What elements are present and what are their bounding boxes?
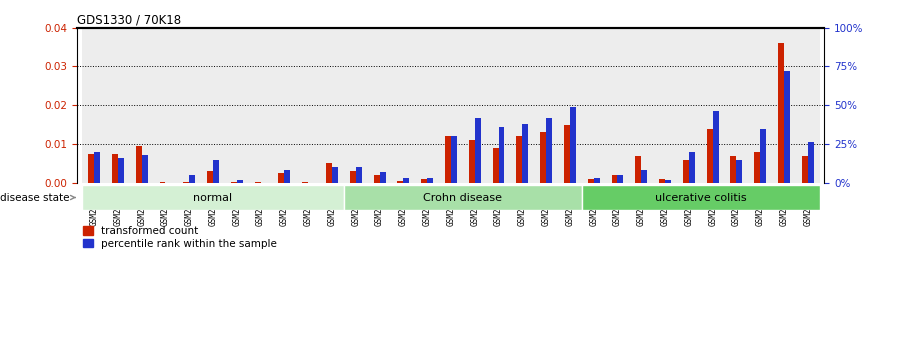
Bar: [588, 179, 594, 183]
Bar: [332, 167, 338, 183]
Bar: [517, 136, 522, 183]
Bar: [296, 28, 320, 183]
Bar: [451, 136, 457, 183]
Bar: [760, 128, 766, 183]
Bar: [118, 158, 124, 183]
Bar: [665, 180, 671, 183]
Bar: [677, 28, 701, 183]
Bar: [707, 128, 712, 183]
Bar: [380, 172, 385, 183]
Bar: [272, 28, 296, 183]
Bar: [594, 178, 599, 183]
Bar: [201, 28, 225, 183]
Bar: [660, 179, 665, 183]
Bar: [326, 164, 332, 183]
Bar: [736, 159, 742, 183]
Bar: [582, 28, 606, 183]
Bar: [653, 28, 677, 183]
Bar: [748, 28, 773, 183]
Bar: [368, 28, 392, 183]
Text: normal: normal: [193, 193, 232, 203]
Bar: [397, 181, 404, 183]
Bar: [88, 154, 94, 183]
Bar: [475, 118, 481, 183]
Bar: [701, 28, 724, 183]
Bar: [712, 111, 719, 183]
Bar: [510, 28, 534, 183]
Text: disease state: disease state: [0, 193, 76, 203]
Text: Crohn disease: Crohn disease: [424, 193, 502, 203]
Bar: [279, 173, 284, 183]
Bar: [350, 171, 356, 183]
Bar: [178, 28, 201, 183]
Bar: [564, 125, 570, 183]
Bar: [463, 28, 486, 183]
Text: ulcerative colitis: ulcerative colitis: [655, 193, 746, 203]
Bar: [724, 28, 748, 183]
Bar: [249, 28, 272, 183]
Bar: [546, 118, 552, 183]
Bar: [129, 28, 154, 183]
Bar: [439, 28, 463, 183]
Bar: [778, 43, 784, 183]
Bar: [392, 28, 415, 183]
Bar: [154, 28, 178, 183]
Bar: [641, 170, 647, 183]
Bar: [284, 170, 291, 183]
Bar: [404, 178, 409, 183]
Text: GDS1330 / 70K18: GDS1330 / 70K18: [77, 13, 181, 27]
Bar: [570, 107, 576, 183]
Bar: [189, 175, 195, 183]
Bar: [207, 171, 213, 183]
Bar: [445, 136, 451, 183]
Bar: [142, 155, 148, 183]
Bar: [136, 146, 142, 183]
Bar: [415, 28, 439, 183]
Bar: [689, 152, 695, 183]
Bar: [343, 185, 582, 210]
Bar: [225, 28, 249, 183]
Bar: [784, 71, 790, 183]
Bar: [427, 178, 433, 183]
Bar: [611, 175, 618, 183]
Bar: [582, 185, 820, 210]
Bar: [486, 28, 510, 183]
Bar: [534, 28, 558, 183]
Bar: [213, 159, 219, 183]
Bar: [112, 154, 118, 183]
Bar: [606, 28, 630, 183]
Bar: [498, 127, 505, 183]
Bar: [94, 152, 100, 183]
Bar: [343, 28, 368, 183]
Bar: [754, 152, 760, 183]
Bar: [82, 28, 106, 183]
Bar: [731, 156, 736, 183]
Bar: [635, 156, 641, 183]
Bar: [106, 28, 129, 183]
Bar: [522, 124, 528, 183]
Bar: [374, 175, 380, 183]
Bar: [356, 167, 362, 183]
Bar: [796, 28, 820, 183]
Bar: [773, 28, 796, 183]
Bar: [493, 148, 498, 183]
Bar: [808, 142, 814, 183]
Bar: [558, 28, 582, 183]
Bar: [802, 156, 808, 183]
Bar: [630, 28, 653, 183]
Bar: [82, 185, 343, 210]
Bar: [237, 180, 242, 183]
Bar: [320, 28, 343, 183]
Bar: [540, 132, 546, 183]
Bar: [469, 140, 475, 183]
Bar: [683, 159, 689, 183]
Bar: [421, 179, 427, 183]
Bar: [618, 175, 623, 183]
Legend: transformed count, percentile rank within the sample: transformed count, percentile rank withi…: [83, 226, 277, 249]
